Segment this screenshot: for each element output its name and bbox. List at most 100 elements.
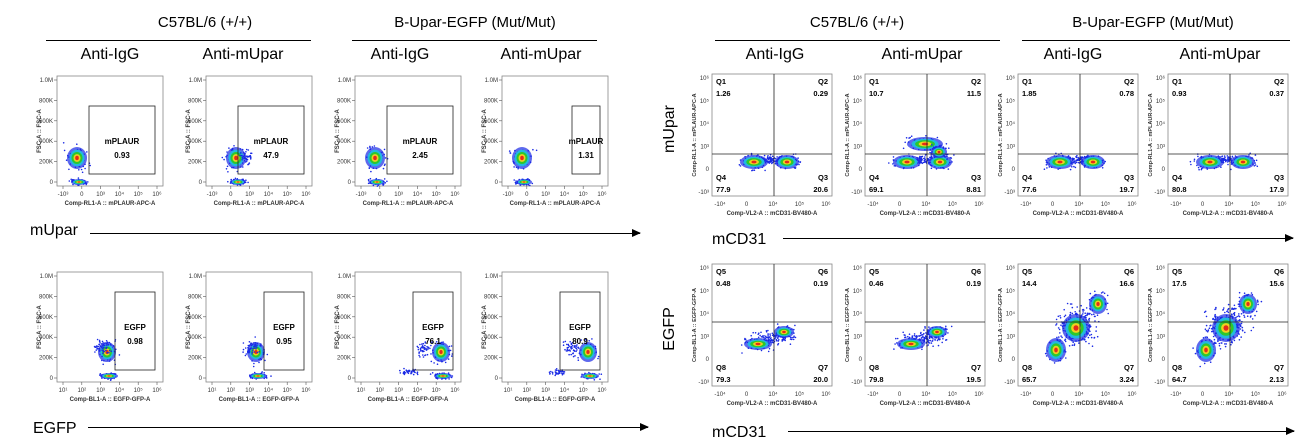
event-dot (1238, 296, 1241, 299)
event-dot (564, 348, 566, 351)
event-dot (1198, 168, 1200, 171)
event-dot (1231, 313, 1233, 315)
x-tick-label: 10⁶ (152, 191, 162, 198)
y-tick-label: 0 (348, 376, 352, 382)
y-axis-label: Comp-BL1-A :: EGFP-GFP-A (692, 288, 698, 362)
event-dot (1055, 324, 1057, 326)
event-dot (925, 160, 927, 163)
event-dot (245, 179, 247, 181)
condition-label: Anti-mUpar (881, 46, 963, 63)
event-dot (514, 181, 517, 184)
y-tick-label: 10³ (1006, 334, 1015, 340)
x-tick-label: 10⁵ (1251, 201, 1261, 208)
event-dot (945, 339, 948, 341)
quadrant-label: Q6 (1274, 267, 1284, 276)
y-tick-label: 10³ (1156, 334, 1165, 340)
event-dot (764, 169, 766, 172)
event-dot (766, 156, 769, 158)
event-dot (927, 338, 929, 341)
y-axis-label: FSC-A :: FSC-A (482, 304, 488, 348)
y-tick-label: 200K (188, 160, 202, 166)
x-tick-label: 10⁴ (264, 191, 274, 198)
event-dot (1084, 314, 1087, 317)
event-dot (1240, 322, 1243, 325)
event-dot (1053, 362, 1056, 364)
event-dot (920, 159, 923, 161)
event-dot (1046, 167, 1048, 169)
event-dot (770, 159, 772, 162)
y-axis-label: Comp-BL1-A :: EGFP-GFP-A (1148, 288, 1154, 362)
x-tick-label: -10⁴ (714, 201, 726, 208)
event-dot (251, 353, 253, 355)
x-tick-label: 10⁶ (450, 191, 460, 198)
event-dot (1102, 291, 1104, 293)
event-dot (575, 347, 578, 349)
event-dot (94, 351, 96, 353)
quadrant-label: Q1 (716, 77, 726, 86)
gate-name: mPLAUR (569, 137, 604, 146)
density-red (782, 330, 786, 334)
quadrant-value: 8.81 (966, 185, 981, 194)
axis-arrow-mcd31-bottom (788, 427, 1295, 435)
quadrant-label: Q2 (818, 77, 828, 86)
x-axis-label: Comp-VL2-A :: mCD31-BV480-A (1033, 211, 1124, 217)
x-tick-label: 10³ (245, 192, 254, 198)
event-dot (431, 372, 434, 374)
event-dot (918, 156, 921, 159)
event-dot (436, 363, 439, 365)
event-dot (419, 350, 422, 352)
event-dot (1204, 336, 1207, 338)
gate-value: 76.1 (425, 337, 441, 346)
header-right-mut-rule (1022, 40, 1290, 41)
x-tick-label: 10⁴ (921, 201, 931, 208)
header-right-wt-rule (715, 40, 1000, 41)
event-dot (572, 344, 574, 347)
event-dot (1224, 311, 1226, 314)
event-dot (1095, 326, 1098, 328)
event-dot (548, 371, 551, 373)
event-dot (68, 180, 71, 182)
event-dot (946, 328, 948, 331)
x-axis-label: Comp-VL2-A :: mCD31-BV480-A (880, 401, 971, 407)
event-dot (253, 362, 255, 365)
event-dot (1058, 336, 1060, 338)
x-tick-label: 10⁵ (795, 391, 805, 398)
event-dot (781, 339, 784, 342)
quadrant-value: 11.5 (967, 89, 981, 98)
y-tick-label: 600K (188, 119, 202, 125)
event-dot (567, 343, 570, 346)
event-dot (242, 342, 245, 344)
x-tick-label: 10³ (394, 192, 403, 198)
event-dot (947, 168, 950, 170)
event-dot (894, 343, 896, 345)
event-dot (1227, 308, 1229, 311)
event-dot (1205, 315, 1208, 318)
event-dot (226, 165, 229, 168)
quadrant-label: Q7 (1124, 363, 1134, 372)
event-dot (767, 333, 769, 335)
event-dot (105, 344, 108, 346)
density-red (75, 155, 79, 161)
event-dot (769, 337, 772, 340)
event-dot (563, 370, 565, 373)
event-dot (575, 345, 577, 347)
event-dot (423, 350, 425, 353)
event-dot (764, 337, 767, 339)
event-dot (588, 340, 590, 342)
event-dot (752, 169, 754, 171)
x-tick-label: 10⁵ (948, 391, 958, 398)
event-dot (1230, 168, 1232, 171)
quadrant-value: 77.6 (1022, 185, 1037, 194)
event-dot (908, 336, 911, 339)
y-tick-label: 0 (199, 376, 203, 382)
event-dot (752, 331, 754, 334)
event-dot (1250, 292, 1253, 294)
y-tick-label: 10⁴ (700, 121, 710, 128)
event-dot (97, 345, 100, 348)
x-tick-label: 10⁶ (1277, 201, 1287, 208)
quadrant-value: 19.5 (966, 375, 981, 384)
y-tick-label: 800K (484, 98, 498, 104)
event-dot (225, 168, 228, 170)
x-tick-label: 10³ (245, 388, 254, 394)
